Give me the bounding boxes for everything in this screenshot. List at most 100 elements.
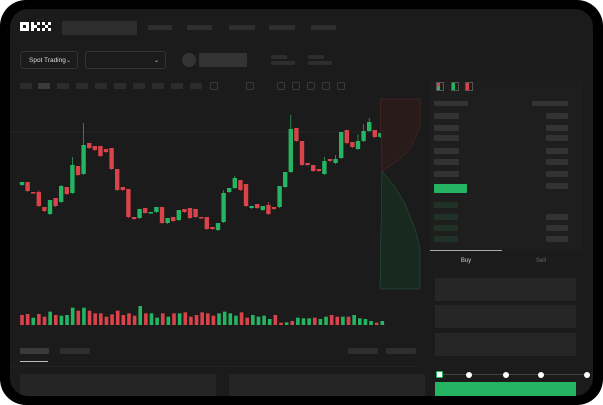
chart-tool-icon[interactable] bbox=[292, 82, 300, 90]
volume-bar bbox=[369, 321, 373, 325]
candle-body bbox=[98, 146, 103, 156]
interval-button[interactable] bbox=[171, 83, 183, 89]
chart-tool-icon[interactable] bbox=[210, 82, 218, 90]
candle-body bbox=[227, 188, 232, 192]
candle-body bbox=[355, 141, 361, 149]
nav-item[interactable] bbox=[187, 25, 212, 30]
volume-bar bbox=[352, 315, 356, 325]
slider-step-25[interactable] bbox=[466, 372, 472, 378]
candle-body bbox=[59, 186, 64, 202]
amount-slider-handle[interactable] bbox=[436, 371, 443, 378]
bid-price bbox=[434, 225, 458, 231]
candle-body bbox=[327, 159, 333, 161]
volume-bar bbox=[160, 313, 165, 325]
volume-bar bbox=[144, 313, 148, 325]
candle-body bbox=[283, 172, 288, 187]
interval-button[interactable] bbox=[114, 83, 126, 89]
volume-bar bbox=[70, 307, 75, 325]
slider-step-100[interactable] bbox=[584, 372, 590, 378]
candle-body bbox=[148, 212, 153, 214]
market-dropdown[interactable]: Spot Trading ⌄ bbox=[20, 51, 78, 69]
filter-button[interactable] bbox=[386, 348, 416, 354]
candle-body bbox=[36, 192, 41, 206]
tab-buy[interactable]: Buy bbox=[460, 258, 472, 264]
volume-bar bbox=[132, 315, 137, 325]
candle-body bbox=[238, 180, 243, 190]
volume-bar bbox=[222, 311, 227, 325]
interval-button[interactable] bbox=[76, 83, 88, 89]
candle-body bbox=[165, 218, 170, 223]
candle-body bbox=[294, 128, 299, 141]
volume-bar bbox=[341, 316, 345, 325]
candle-body bbox=[187, 208, 193, 218]
chart-tool-icon[interactable] bbox=[322, 82, 330, 90]
candle-body bbox=[311, 165, 316, 171]
last-price-badge[interactable] bbox=[434, 184, 467, 193]
volume-bar bbox=[312, 317, 317, 325]
volume-bar bbox=[194, 315, 199, 325]
tab-open-orders[interactable] bbox=[20, 348, 49, 354]
volume-bar bbox=[284, 322, 289, 325]
orderbook-view-both-icon[interactable] bbox=[436, 82, 444, 91]
candle-body bbox=[299, 141, 305, 165]
tab-history[interactable] bbox=[60, 348, 90, 354]
volume-bar bbox=[189, 316, 193, 325]
chart-tool-icon[interactable] bbox=[277, 82, 285, 90]
interval-button[interactable] bbox=[152, 83, 164, 89]
volume-bar bbox=[149, 313, 154, 325]
volume-bar bbox=[104, 316, 109, 325]
volume-bar bbox=[239, 312, 244, 325]
candle-body bbox=[193, 209, 198, 217]
orderbook-view-asks-icon[interactable] bbox=[465, 82, 473, 91]
volume-bar bbox=[31, 317, 36, 325]
candle-body bbox=[255, 204, 260, 208]
volume-bar bbox=[335, 316, 340, 325]
candle-body bbox=[249, 206, 254, 208]
volume-bar bbox=[228, 313, 233, 325]
coin-icon bbox=[182, 53, 196, 67]
candle-body bbox=[333, 159, 338, 163]
chart-tool-icon[interactable] bbox=[246, 82, 254, 90]
nav-item[interactable] bbox=[311, 25, 336, 30]
chart-tool-icon[interactable] bbox=[337, 82, 345, 90]
interval-button[interactable] bbox=[20, 83, 32, 89]
candle-body bbox=[81, 145, 86, 174]
candle-body bbox=[137, 209, 142, 218]
candle-body bbox=[182, 209, 187, 212]
amount-slider-track[interactable] bbox=[439, 374, 587, 375]
orderbook-view-bids-icon[interactable] bbox=[451, 82, 459, 91]
interval-button[interactable] bbox=[133, 83, 145, 89]
candle-body bbox=[154, 207, 159, 212]
app-screen: Spot Trading ⌄ ⌄ Buy Sell bbox=[10, 9, 593, 396]
chart-tool-icon[interactable] bbox=[307, 82, 315, 90]
filter-button[interactable] bbox=[348, 348, 378, 354]
market-label: Spot Trading bbox=[29, 56, 66, 64]
slider-step-75[interactable] bbox=[538, 372, 544, 378]
nav-item[interactable] bbox=[148, 25, 172, 30]
candle-body bbox=[372, 130, 377, 137]
nav-item[interactable] bbox=[269, 25, 295, 30]
candle-body bbox=[115, 169, 120, 190]
interval-button[interactable] bbox=[57, 83, 69, 89]
orderbook-header-amount bbox=[532, 101, 568, 106]
pair-dropdown[interactable]: ⌄ bbox=[85, 51, 166, 69]
tab-sell[interactable]: Sell bbox=[535, 258, 546, 264]
amount-input[interactable] bbox=[435, 305, 576, 328]
interval-button[interactable] bbox=[38, 83, 50, 89]
slider-step-50[interactable] bbox=[503, 372, 509, 378]
interval-button[interactable] bbox=[190, 83, 202, 89]
price-input[interactable] bbox=[435, 278, 576, 301]
search-placeholder[interactable] bbox=[62, 21, 137, 35]
total-input[interactable] bbox=[435, 333, 576, 356]
candle-body bbox=[305, 163, 310, 165]
ask-amount bbox=[546, 159, 568, 165]
candle-body bbox=[171, 217, 176, 221]
volume-bar bbox=[262, 315, 266, 325]
interval-button[interactable] bbox=[95, 83, 107, 89]
okx-logo[interactable] bbox=[20, 22, 60, 38]
volume-bar bbox=[211, 315, 216, 325]
volume-bar bbox=[53, 315, 58, 325]
volume-bar bbox=[76, 310, 81, 325]
buy-button[interactable] bbox=[435, 382, 576, 396]
nav-item[interactable] bbox=[229, 25, 255, 30]
